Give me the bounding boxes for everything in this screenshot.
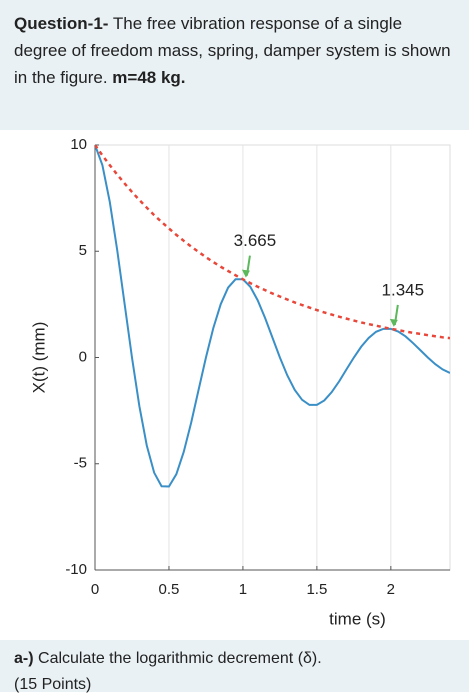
x-tick-label: 0: [91, 581, 99, 598]
x-tick-label: 1: [239, 581, 247, 598]
question: Question-1- The free vibration response …: [0, 0, 469, 130]
y-tick-label: 0: [79, 348, 87, 365]
part-a-label: a-): [14, 650, 34, 667]
line: [95, 145, 450, 488]
line: [95, 145, 450, 340]
y-axis-label: X(t) (mm): [29, 322, 48, 394]
part-a-points: (15 Points): [14, 676, 92, 693]
part-a: a-) Calculate the logarithmic decrement …: [0, 640, 469, 693]
question-label: Question-1-: [14, 14, 109, 33]
question-text: The free vibration response of a single …: [14, 14, 451, 87]
annotation-arrowhead: [241, 269, 250, 278]
question-mass: m=48 kg.: [112, 68, 186, 87]
annotation-arrowhead: [389, 318, 398, 327]
annotation-label: 1.345: [382, 280, 425, 299]
x-tick-label: 2: [387, 581, 395, 598]
y-tick-label: -5: [74, 455, 87, 472]
part-a-text: Calculate the logarithmic decrement (δ).: [38, 650, 322, 667]
annotation-label: 3.665: [234, 231, 277, 250]
y-tick-label: -10: [65, 561, 87, 578]
y-tick-label: 10: [70, 136, 87, 153]
x-tick-label: 0.5: [159, 581, 180, 598]
chart: 0 0.5 1 1.5 2 -10 -5 0 5 10 time (s) X(t) (mm) 3.665…: [29, 136, 451, 628]
x-tick-label: 1.5: [306, 581, 327, 598]
x-axis-label: time (s): [329, 609, 386, 628]
y-tick-label: 5: [79, 242, 87, 259]
